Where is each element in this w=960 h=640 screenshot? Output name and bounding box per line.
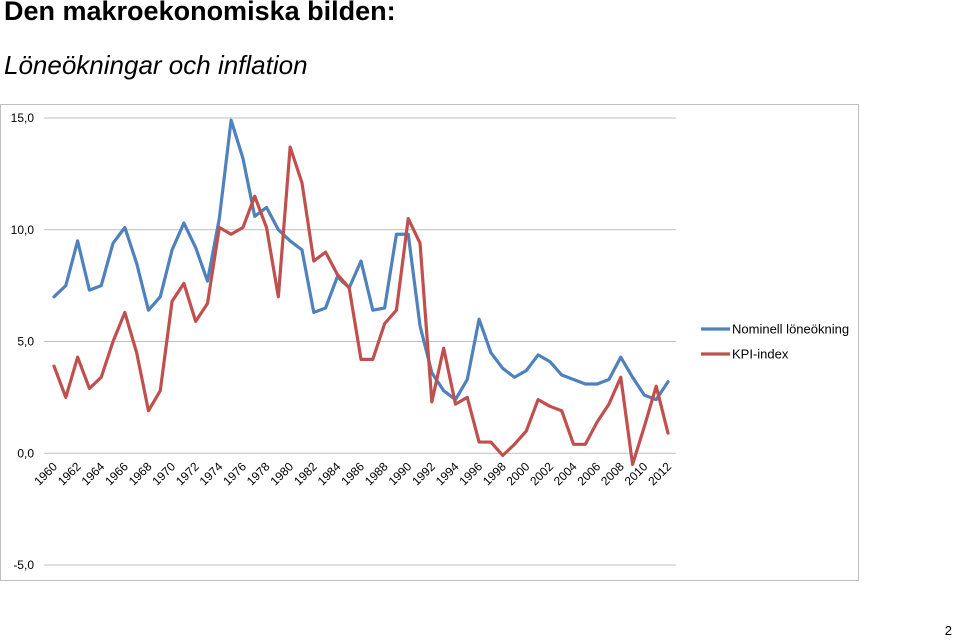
y-tick-label: 10,0 xyxy=(11,223,35,237)
legend: Nominell löneökning KPI-index xyxy=(701,322,849,362)
y-tick-label: 5,0 xyxy=(17,335,34,349)
y-axis-labels: -5,0 0,0 5,0 10,0 15,0 xyxy=(11,111,35,572)
slide-title: Den makroekonomiska bilden: xyxy=(4,0,396,26)
chart-frame xyxy=(0,104,859,581)
slide-subtitle: Löneökningar och inflation xyxy=(4,50,308,80)
y-tick-label: 15,0 xyxy=(11,111,35,125)
series-line-nominell-loneokning xyxy=(52,118,670,402)
grid-layer xyxy=(44,117,676,566)
page-number: 2 xyxy=(944,623,952,638)
y-tick-label: 0,0 xyxy=(17,446,34,460)
legend-label: KPI-index xyxy=(732,347,789,362)
legend-label: Nominell löneökning xyxy=(732,322,849,337)
series-line-kpi-index xyxy=(52,145,670,467)
y-tick-label: -5,0 xyxy=(13,558,34,572)
series-layer xyxy=(52,118,670,467)
